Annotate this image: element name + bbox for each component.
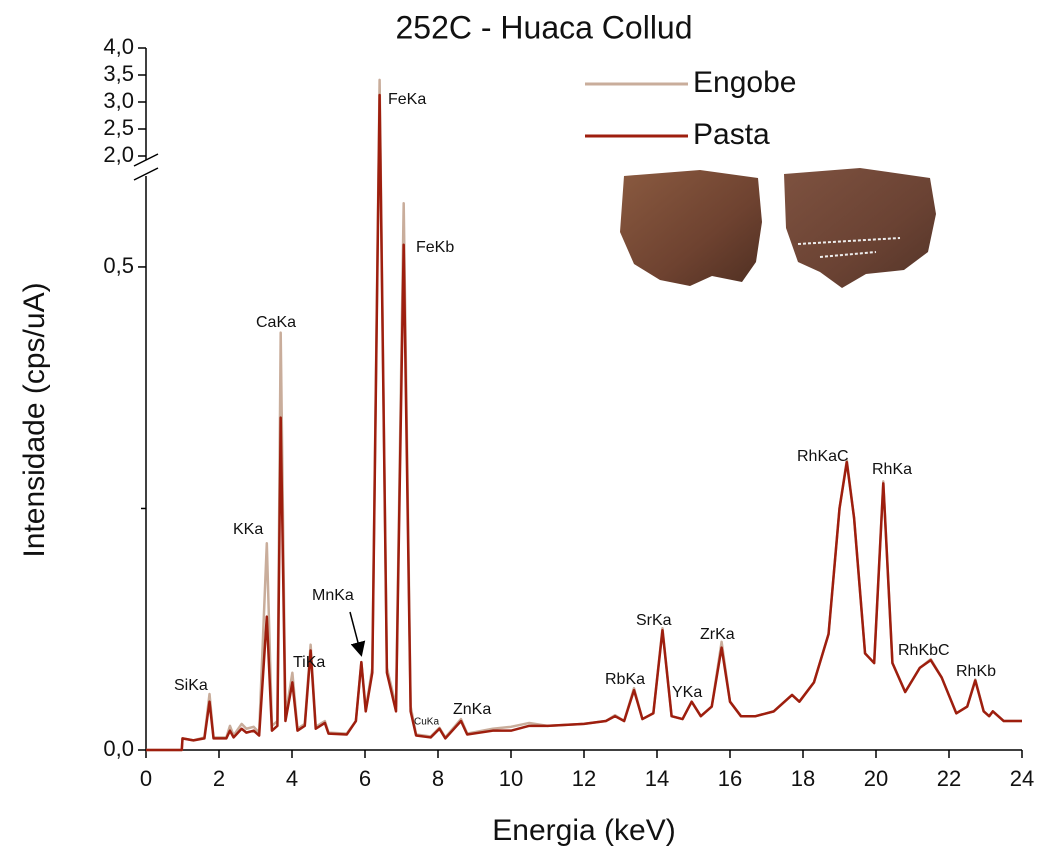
x-tick-label: 14 [645, 766, 669, 791]
peak-label: CuKa [414, 717, 439, 728]
y-tick-label: 3,0 [103, 88, 134, 113]
y-axis-label: Intensidade (cps/uA) [18, 282, 51, 557]
x-tick-label: 16 [718, 766, 742, 791]
peak-label: FeKa [388, 91, 426, 108]
peak-label: YKa [672, 684, 702, 701]
x-tick-label: 18 [791, 766, 815, 791]
peak-label: FeKb [416, 239, 454, 256]
sherd-inscription [797, 237, 901, 258]
axis-break [133, 167, 159, 181]
sherd-photos [620, 168, 936, 288]
peak-label: RhKaC [797, 448, 849, 465]
sherd-photo [784, 168, 936, 288]
sherd-photo [620, 170, 762, 286]
annotation-arrow [349, 611, 366, 657]
y-tick-label: 3,5 [103, 61, 134, 86]
y-tick-label: 0,5 [103, 253, 134, 278]
x-tick-label: 22 [937, 766, 961, 791]
legend-label: Pasta [693, 118, 770, 151]
y-tick-label: 0,0 [103, 736, 134, 761]
x-tick-label: 4 [286, 766, 298, 791]
x-tick-label: 24 [1010, 766, 1034, 791]
x-axis-label: Energia (keV) [492, 814, 675, 847]
chart-title: 252C - Huaca Collud [395, 9, 692, 45]
x-tick-label: 2 [213, 766, 225, 791]
x-tick-label: 6 [359, 766, 371, 791]
peak-label: MnKa [312, 587, 354, 604]
peak-label: RhKbC [898, 642, 950, 659]
y-tick-label: 2,5 [103, 115, 134, 140]
peak-label: ZnKa [453, 701, 491, 718]
series-line [146, 93, 1022, 752]
peak-label: TiKa [293, 654, 325, 671]
peak-label: RhKa [872, 461, 912, 478]
peak-label: ZrKa [700, 626, 735, 643]
x-tick-label: 12 [572, 766, 596, 791]
x-tick-label: 10 [499, 766, 523, 791]
x-tick-label: 0 [140, 766, 152, 791]
x-tick-label: 8 [432, 766, 444, 791]
peak-label: RbKa [605, 671, 645, 688]
peak-label: SiKa [174, 677, 208, 694]
peak-label: RhKb [956, 663, 996, 680]
axis-break [133, 153, 159, 167]
y-tick-label: 2,0 [103, 142, 134, 167]
legend-label: Engobe [693, 66, 796, 99]
y-tick-label: 4,0 [103, 34, 134, 59]
peak-label: SrKa [636, 612, 672, 629]
peak-label: KKa [233, 521, 263, 538]
x-tick-label: 20 [864, 766, 888, 791]
peak-label: CaKa [256, 314, 296, 331]
